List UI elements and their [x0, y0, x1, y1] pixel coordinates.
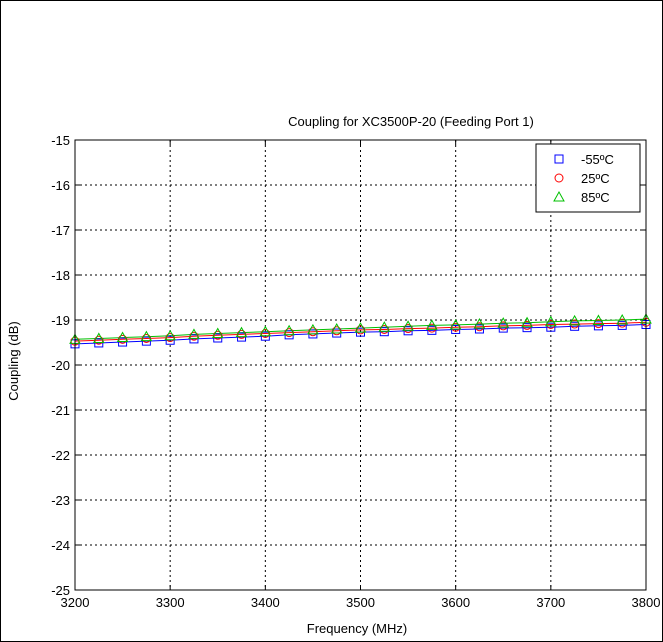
- y-tick-label: -16: [51, 178, 70, 193]
- legend-box: [535, 143, 641, 213]
- data-point-2-13: [378, 321, 391, 332]
- y-tick-label: -20: [51, 358, 70, 373]
- y-tick-label: -24: [51, 538, 70, 553]
- data-point-2-19: [521, 316, 533, 328]
- data-point-2-5: [188, 328, 200, 339]
- data-point-2-10: [307, 323, 319, 335]
- data-point-2-14: [402, 320, 414, 331]
- data-point-2-12: [354, 322, 367, 333]
- data-point-2-11: [330, 322, 343, 334]
- axis-ticks: 3200 3300 3400 3500 3600 3700 3800 -25 -24 -23 -22…: [51, 133, 660, 610]
- data-point-2-21: [568, 314, 581, 326]
- data-point-2-6: [211, 327, 224, 338]
- data-point-2-15: [426, 319, 438, 330]
- data-point-2-9: [283, 324, 295, 336]
- grid-lines: [75, 140, 646, 590]
- x-tick-label: 3700: [536, 595, 565, 610]
- series-line-1: [74, 321, 647, 342]
- y-axis-label: Coupling (dB): [6, 321, 21, 401]
- legend-marker-1: [554, 173, 564, 183]
- y-tick-label: -25: [51, 583, 70, 598]
- data-point-2-17: [473, 318, 486, 329]
- data-point-2-22: [592, 314, 605, 325]
- x-tick-label: 3200: [61, 595, 90, 610]
- data-point-2-3: [140, 330, 153, 342]
- data-point-2-7: [235, 326, 248, 338]
- data-point-0-18: [498, 323, 508, 333]
- legend-marker-2: [553, 190, 565, 202]
- data-point-0-17: [474, 324, 484, 334]
- y-tick-label: -19: [51, 313, 70, 328]
- y-tick-label: -15: [51, 133, 70, 148]
- plot-area-border: [74, 139, 647, 591]
- series-markers: [69, 313, 652, 349]
- y-tick-label: -17: [51, 223, 70, 238]
- legend-marker-0: [554, 154, 564, 164]
- y-tick-label: -23: [51, 493, 70, 508]
- data-point-0-15: [427, 325, 437, 335]
- x-tick-label: 3500: [346, 595, 375, 610]
- data-point-2-1: [92, 332, 105, 343]
- y-tick-label: -18: [51, 268, 70, 283]
- x-tick-label: 3600: [441, 595, 470, 610]
- y-tick-label: -22: [51, 448, 70, 463]
- y-tick-label: -21: [51, 403, 70, 418]
- data-point-2-2: [116, 331, 129, 343]
- data-point-2-16: [449, 318, 462, 330]
- data-point-2-8: [259, 325, 272, 337]
- data-point-0-21: [570, 321, 580, 331]
- chart-title: Coupling for XC3500P-20 (Feeding Port 1): [288, 114, 534, 129]
- data-point-2-18: [497, 317, 510, 328]
- data-point-2-20: [544, 315, 557, 327]
- legend: -55ºC 25ºC 85ºC: [535, 143, 641, 213]
- data-point-2-4: [164, 329, 177, 341]
- legend-label-2: 85ºC: [581, 190, 610, 205]
- data-point-0-20: [546, 322, 556, 332]
- x-tick-label: 3300: [156, 595, 185, 610]
- data-point-0-19: [522, 323, 532, 333]
- data-point-0-23: [617, 320, 627, 330]
- data-point-2-23: [616, 313, 629, 325]
- x-axis-label: Frequency (MHz): [307, 621, 407, 636]
- legend-label-0: -55ºC: [581, 152, 614, 167]
- data-point-0-22: [593, 321, 603, 331]
- legend-label-1: 25ºC: [581, 171, 610, 186]
- x-tick-label: 3800: [632, 595, 661, 610]
- x-tick-label: 3400: [251, 595, 280, 610]
